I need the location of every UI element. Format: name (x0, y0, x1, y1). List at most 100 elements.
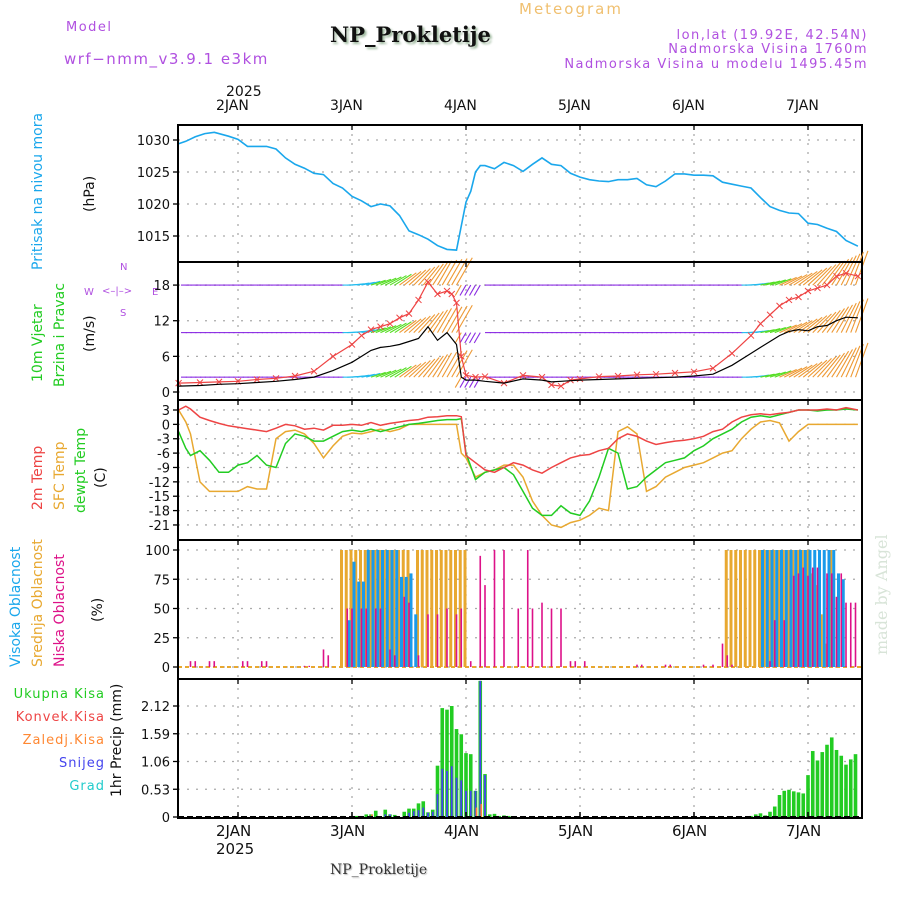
mid-cloud-bar (800, 550, 804, 667)
y-tick-label: 0 (162, 386, 170, 401)
snow-bar (384, 814, 387, 817)
sfc-temp-line (177, 409, 858, 529)
total-precip-bar (796, 792, 801, 817)
high-cloud-bar (404, 576, 408, 667)
wind-barb (399, 272, 417, 286)
wind-barb (385, 276, 402, 286)
snow-bar (431, 811, 434, 817)
mid-cloud-bar (458, 550, 462, 667)
low-cloud-bar (792, 575, 795, 667)
mid-cloud-bar (444, 550, 448, 667)
mid-cloud-bar (359, 550, 362, 667)
mid-cloud-bar (791, 550, 795, 667)
gust-marker (329, 353, 337, 360)
mid-cloud-bar (781, 550, 785, 667)
gust-marker (671, 369, 679, 377)
wind-barb (817, 264, 837, 286)
wind-barb (831, 258, 850, 286)
low-cloud-bar (712, 664, 714, 667)
low-cloud-bar (702, 664, 705, 667)
wind-barb (370, 371, 386, 378)
low-cloud-bar (636, 664, 638, 667)
high-cloud-bar (784, 550, 788, 667)
wind-barb (403, 318, 422, 334)
high-cloud-bar (414, 614, 418, 667)
mid-cloud-bar (401, 550, 405, 667)
total-precip-bar (492, 813, 497, 817)
low-cloud-bar (669, 664, 672, 667)
y-tick-label: 100 (145, 544, 170, 559)
wind-barb (784, 323, 803, 334)
gust-marker (253, 376, 261, 383)
gust-marker (614, 372, 622, 380)
wind-barb (403, 363, 422, 378)
model-name: wrf−nmm_v3.9.1 e3km (64, 50, 269, 68)
wind-barb (821, 354, 841, 378)
precip-legend-item: Konvek.Kisa (16, 710, 105, 725)
gust-marker (415, 296, 422, 304)
wind-barb (437, 308, 452, 333)
mid-cloud-bar (392, 550, 396, 667)
total-precip-bar (853, 754, 858, 817)
total-precip-bar (753, 814, 758, 817)
low-cloud-bar (726, 655, 729, 667)
wind-barb (812, 313, 832, 333)
total-precip-bar (416, 803, 421, 817)
low-cloud-bar (241, 661, 244, 667)
snow-bar (469, 790, 472, 817)
total-precip-bar (454, 729, 459, 817)
snow-bar (465, 790, 467, 817)
mid-cloud-bar (772, 550, 776, 667)
wind-barb (826, 260, 845, 286)
wind-barb (760, 281, 775, 286)
wind-barb (370, 279, 386, 286)
high-cloud-bar (832, 550, 836, 667)
high-cloud-bar (761, 550, 764, 667)
snow-bar (441, 768, 444, 817)
gust-marker (548, 381, 555, 389)
mid-cloud-bar (753, 550, 757, 667)
wind-barb (454, 376, 462, 388)
panel-frame (177, 124, 863, 263)
wind-barb (408, 361, 427, 378)
high-cloud-bar (400, 576, 403, 667)
gust-marker (854, 272, 862, 280)
snow-bar (417, 810, 420, 817)
precip-legend-item: Grad (69, 779, 105, 794)
station-title: NP_Prokletije (330, 22, 491, 47)
low-cloud-bar (721, 643, 724, 667)
wind-barb (812, 265, 832, 286)
wind-barb (769, 326, 786, 334)
gust-marker (804, 287, 812, 295)
mid-cloud-bar (734, 550, 738, 667)
wind-barb (380, 325, 397, 334)
wind-barb (413, 268, 431, 286)
gust-marker (291, 372, 299, 380)
mid-cloud-bar (373, 550, 377, 667)
mid-cloud-bar (340, 550, 343, 667)
gust-marker (386, 320, 394, 328)
y-tick-label: 75 (153, 573, 170, 588)
low-cloud-bar (826, 573, 828, 667)
meteogram-label: Meteogram (519, 0, 623, 18)
wind-barb (807, 359, 828, 378)
wind-barb (361, 373, 375, 378)
gust-marker (472, 373, 479, 381)
high-cloud-bar (813, 550, 817, 667)
mid-cloud-bar (724, 550, 728, 667)
wind-barb (427, 311, 444, 333)
low-cloud-bar (246, 661, 249, 667)
y-tick-label: 25 (153, 632, 170, 647)
wind-barb (845, 253, 861, 286)
total-precip-bar (844, 764, 848, 817)
wind-barb (361, 281, 375, 286)
panel-pressure: 1015 1020 1025 1030 (137, 124, 863, 263)
total-precip-bar (445, 709, 449, 817)
high-cloud-bar (371, 550, 375, 667)
wind-barb (802, 269, 823, 286)
wind-barb (760, 373, 775, 378)
wind-barb (779, 276, 797, 286)
dewpt-line (177, 408, 858, 517)
wind-barb (441, 307, 458, 333)
low-cloud-bar (840, 573, 843, 667)
